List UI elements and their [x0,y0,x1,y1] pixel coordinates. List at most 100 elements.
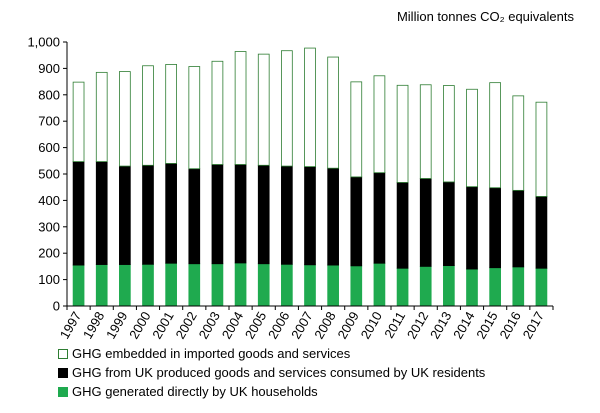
x-tick-label: 1998 [80,309,107,342]
bar-imported [512,95,525,191]
y-tick-label: 300 [38,219,60,234]
bar-households [281,263,293,307]
x-tick-label: 2010 [358,309,385,342]
bar-uk-produced [257,164,270,265]
x-tick-label: 2009 [334,309,361,342]
bar-uk-produced [234,164,247,264]
bar-households [257,263,270,307]
bar-households [327,264,339,307]
bar-households [466,268,478,307]
y-tick-label: 200 [38,246,60,261]
x-tick-label: 2014 [450,309,477,342]
bar-households [211,263,224,307]
x-tick-label: 2002 [172,309,199,342]
bar-uk-produced [281,165,293,265]
bar-households [304,264,316,307]
bar-imported [165,64,177,164]
bar-households [419,265,432,307]
legend-label-imported: GHG embedded in imported goods and servi… [72,346,351,361]
x-tick-label: 2003 [196,309,223,342]
bar-imported [211,60,224,165]
bar-imported [304,47,316,168]
bar-series-group [72,47,548,307]
bar-households [443,265,455,307]
bar-imported [373,75,386,174]
x-tick-label: 2004 [219,309,246,342]
legend-swatch-uk-produced [58,367,68,378]
bar-imported [350,81,363,178]
bar-imported [327,56,339,169]
bar-uk-produced [211,164,224,265]
bar-uk-produced [72,161,85,266]
bar-imported [396,84,409,183]
x-tick-label: 2015 [473,309,500,342]
legend-item-uk-produced: GHG from UK produced goods and services … [58,363,485,382]
unit-label: Million tonnes CO₂ equivalents [396,9,574,24]
bar-uk-produced [119,165,131,265]
bar-imported [119,71,131,167]
y-tick-label: 500 [38,167,60,182]
y-tick-label: 400 [38,193,60,208]
bar-imported [535,101,548,197]
bar-households [95,264,108,307]
y-axis: 0 100 200 300 400 500 600 700 800 900 1,000 [27,35,68,314]
bar-uk-produced [396,182,409,269]
bar-imported [419,84,432,179]
y-tick-label: 100 [38,272,60,287]
x-tick-label: 2001 [149,309,176,342]
x-tick-label: 2005 [242,309,269,342]
bar-households [72,264,85,307]
legend-swatch-imported [58,348,68,359]
bar-imported [489,82,501,189]
x-tick-label: 2017 [520,309,547,342]
bar-uk-produced [489,187,501,269]
bar-households [396,267,409,307]
y-tick-label: 1,000 [27,35,60,50]
bar-uk-produced [95,161,108,265]
bar-households [165,262,177,307]
x-tick-label: 2007 [288,309,315,342]
bar-imported [443,85,455,183]
y-tick-label: 600 [38,140,60,155]
bar-households [234,262,247,307]
y-tick-label: 0 [53,299,60,314]
bar-imported [95,71,108,162]
bar-imported [234,51,247,165]
bar-uk-produced [327,167,339,266]
bar-imported [72,81,85,162]
bar-uk-produced [373,172,386,264]
bar-uk-produced [443,181,455,267]
x-tick-label: 1997 [57,309,84,342]
bar-uk-produced [142,164,154,265]
bar-uk-produced [535,196,548,269]
legend-swatch-households [58,386,68,397]
bar-uk-produced [165,163,177,264]
bar-imported [466,88,478,188]
x-tick-label: 2000 [126,309,153,342]
x-tick-label: 2012 [404,309,431,342]
bar-imported [257,53,270,166]
legend-item-households: GHG generated directly by UK households [58,382,485,401]
bar-uk-produced [188,168,201,265]
bar-households [188,263,201,307]
x-tick-label: 2008 [311,309,338,342]
bar-imported [188,66,201,170]
x-tick-label: 1999 [103,309,130,342]
bar-uk-produced [350,176,363,267]
y-tick-label: 700 [38,114,60,129]
x-axis: 1997199819992000200120022003200420052006… [57,305,554,342]
x-tick-label: 2013 [427,309,454,342]
bar-households [373,262,386,307]
x-tick-label: 2006 [265,309,292,342]
bar-imported [142,65,154,166]
legend: GHG embedded in imported goods and servi… [58,344,485,401]
bar-households [489,267,501,307]
y-tick-label: 800 [38,87,60,102]
bar-households [119,264,131,307]
legend-item-imported: GHG embedded in imported goods and servi… [58,344,485,363]
bar-households [512,266,525,307]
bar-uk-produced [304,166,316,266]
bar-uk-produced [512,189,525,268]
legend-label-households: GHG generated directly by UK households [72,384,318,399]
